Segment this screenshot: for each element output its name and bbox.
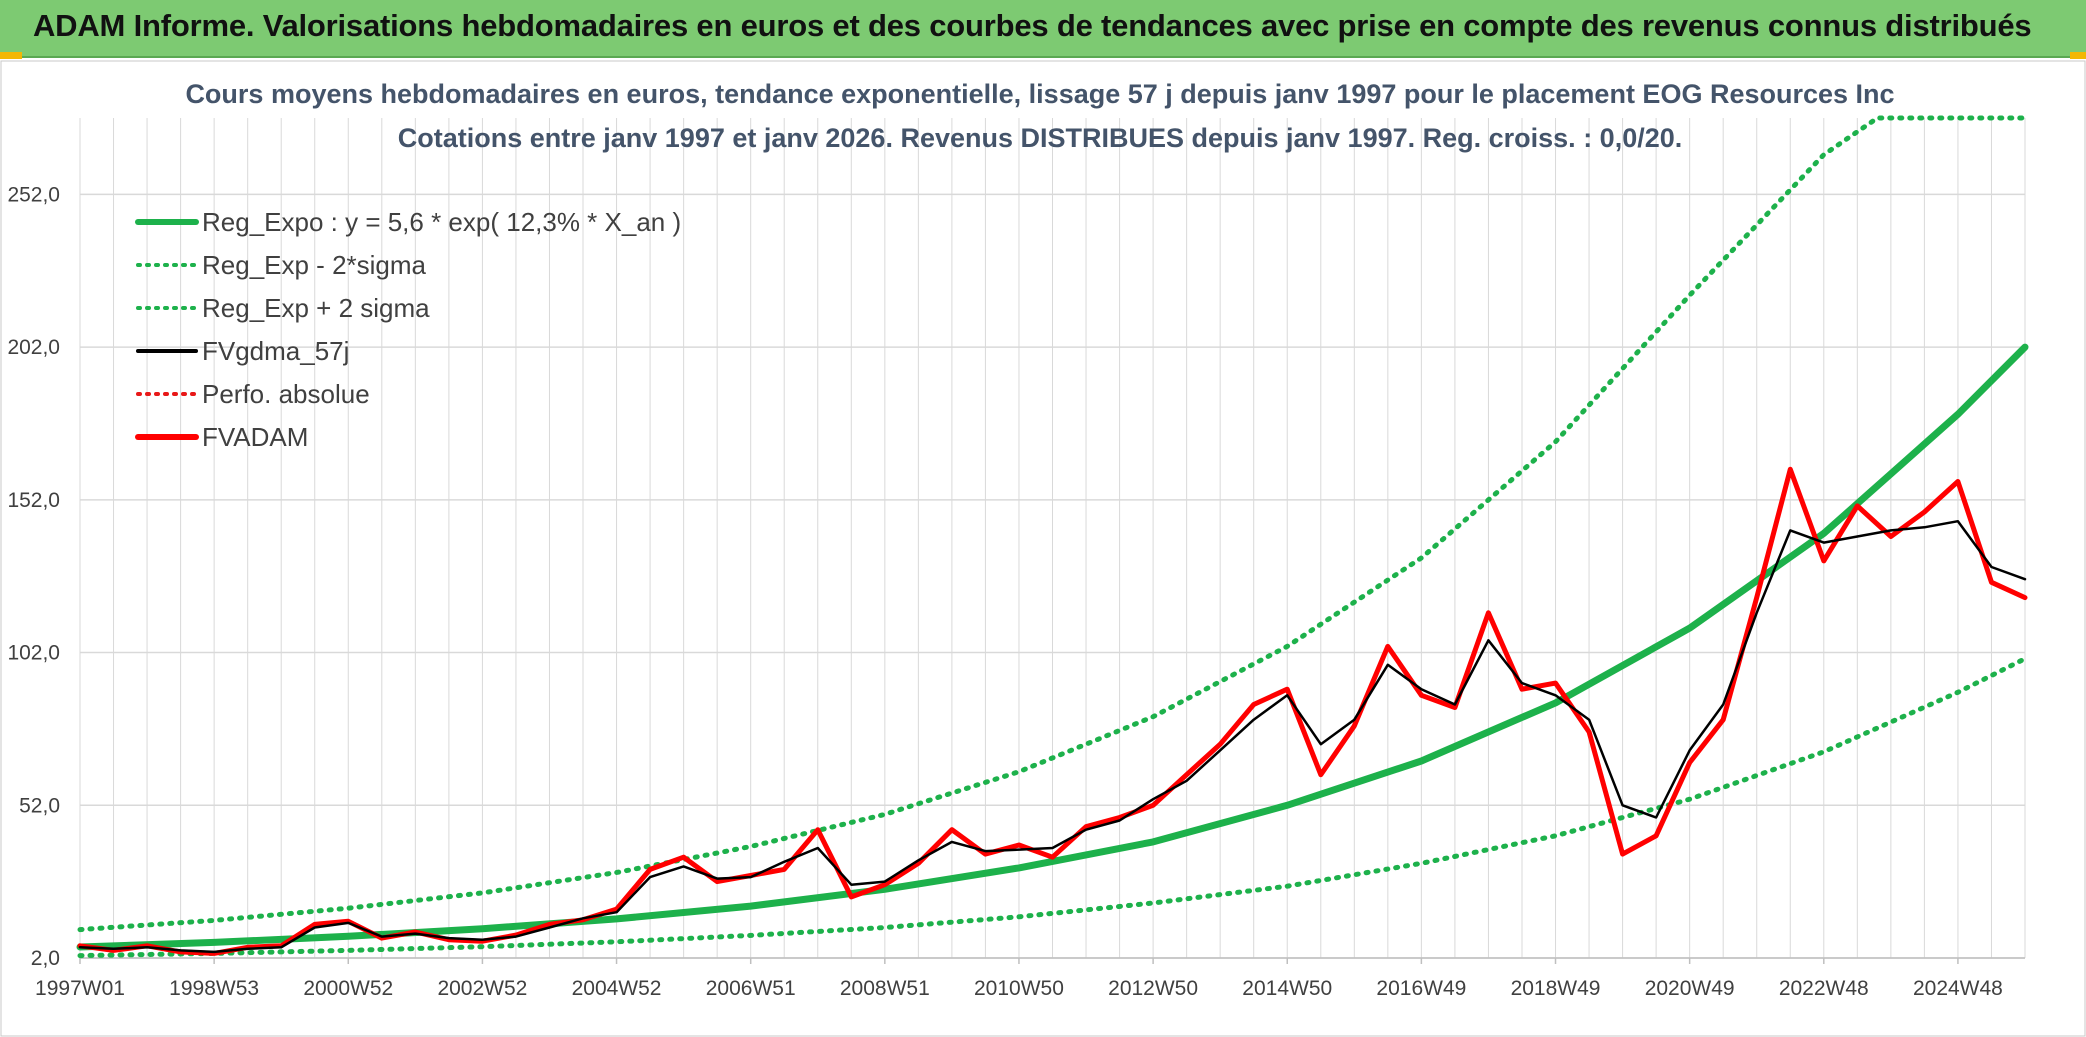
legend-item: Reg_Exp - 2*sigma xyxy=(136,250,427,280)
legend-item: Reg_Expo : y = 5,6 * exp( 12,3% * X_an ) xyxy=(135,207,681,237)
legend-label: FVgdma_57j xyxy=(202,336,349,366)
chart-title-line2: Cotations entre janv 1997 et janv 2026. … xyxy=(398,123,1683,153)
x-tick-label: 2000W52 xyxy=(303,977,393,1000)
legend-label: Reg_Exp + 2 sigma xyxy=(202,293,430,323)
axes: 2,0 52,0 102,0 152,0 202,0 252,0 1997W01 1998W5… xyxy=(7,183,2025,1000)
legend-item: Perfo. absolue xyxy=(136,379,370,409)
legend-label: FVADAM xyxy=(202,422,308,452)
chart-frame: 2,0 52,0 102,0 152,0 202,0 252,0 1997W01 1998W5… xyxy=(0,60,2086,1037)
x-tick-label: 2022W48 xyxy=(1779,977,1869,1000)
legend: Reg_Expo : y = 5,6 * exp( 12,3% * X_an )… xyxy=(135,207,681,452)
grid xyxy=(79,118,2026,959)
legend-item: FVADAM xyxy=(135,422,308,452)
x-tick-label: 2004W52 xyxy=(572,977,662,1000)
y-tick-label: 152,0 xyxy=(7,489,60,512)
series-fvgdma-57j xyxy=(78,519,2027,954)
legend-item: FVgdma_57j xyxy=(136,336,349,366)
title-banner: ADAM Informe. Valorisations hebdomadaire… xyxy=(0,0,2086,59)
legend-label: Reg_Expo : y = 5,6 * exp( 12,3% * X_an ) xyxy=(202,207,681,237)
x-tick-label: 2010W50 xyxy=(974,977,1064,1000)
series-reg-exp-minus-2-sigma xyxy=(77,656,2028,959)
x-tick-label: 2018W49 xyxy=(1511,977,1601,1000)
series-layer xyxy=(76,115,2029,959)
x-tick-label: 2024W48 xyxy=(1913,977,2003,1000)
x-tick-label: 1997W01 xyxy=(35,977,125,1000)
x-tick-label: 2008W51 xyxy=(840,977,930,1000)
x-tick-label: 1998W53 xyxy=(169,977,259,1000)
legend-item: Reg_Exp + 2 sigma xyxy=(136,293,430,323)
x-tick-label: 2014W50 xyxy=(1242,977,1332,1000)
x-tick-label: 2006W51 xyxy=(706,977,796,1000)
banner-corner-right xyxy=(2070,52,2086,59)
x-tick-label: 2016W49 xyxy=(1376,977,1466,1000)
x-tick-label: 2012W50 xyxy=(1108,977,1198,1000)
y-tick-label: 252,0 xyxy=(7,183,60,206)
x-tick-label: 2020W49 xyxy=(1645,977,1735,1000)
series-reg-exp-plus-2-sigma xyxy=(77,115,2028,933)
legend-label: Reg_Exp - 2*sigma xyxy=(202,250,427,280)
legend-label: Perfo. absolue xyxy=(202,379,370,409)
chart-title-line1: Cours moyens hebdomadaires en euros, ten… xyxy=(185,79,1894,109)
report-title: ADAM Informe. Valorisations hebdomadaire… xyxy=(33,8,2032,43)
y-tick-label: 2,0 xyxy=(31,947,60,970)
y-tick-label: 102,0 xyxy=(7,642,60,665)
x-tick-label: 2002W52 xyxy=(437,977,527,1000)
y-tick-label: 52,0 xyxy=(19,794,60,817)
line-chart: 2,0 52,0 102,0 152,0 202,0 252,0 1997W01 1998W5… xyxy=(0,60,2086,1037)
y-tick-label: 202,0 xyxy=(7,336,60,359)
banner-corner-left xyxy=(0,52,22,59)
